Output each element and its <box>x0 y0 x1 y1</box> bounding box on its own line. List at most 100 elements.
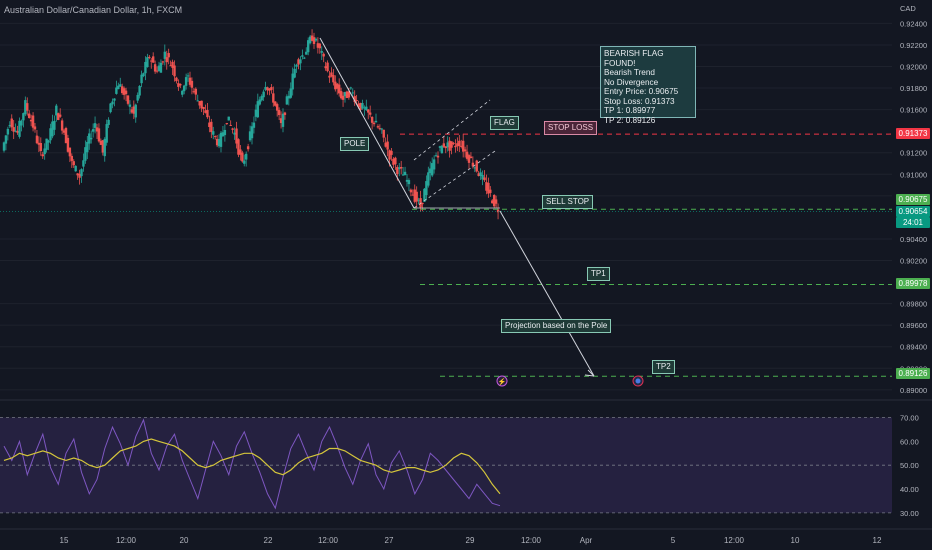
candle-body <box>374 120 378 123</box>
candle-body <box>142 73 145 77</box>
projection-arrowhead <box>584 369 595 377</box>
candle-body <box>275 104 279 111</box>
candle-body <box>60 120 64 131</box>
price-tick-label: 0.91800 <box>900 84 927 93</box>
candle-body <box>353 96 356 103</box>
candle-body <box>268 88 271 91</box>
price-tick-label: 0.91600 <box>900 106 927 115</box>
candle-body <box>475 160 478 172</box>
candle-body <box>26 103 29 111</box>
candle-body <box>200 100 203 109</box>
candle-body <box>107 119 110 125</box>
candle-body <box>10 118 13 128</box>
rsi-tick-label: 30.00 <box>900 509 919 518</box>
candle-body <box>181 90 184 95</box>
candle-body <box>438 146 442 148</box>
candle-body <box>148 56 151 58</box>
candle-body <box>461 140 465 152</box>
candle-body <box>367 109 370 113</box>
candle-body <box>390 150 393 155</box>
flag-lower-line <box>413 150 496 209</box>
candle-body <box>442 143 446 147</box>
candle-body <box>173 65 176 77</box>
candle-body <box>421 202 424 205</box>
bar-countdown-label: 24:01 <box>896 217 930 228</box>
candle-body <box>432 159 436 170</box>
candle-body <box>12 127 15 132</box>
rsi-tick-label: 50.00 <box>900 461 919 470</box>
candle-body <box>97 128 101 142</box>
candle-body <box>295 64 298 67</box>
candle-body <box>88 133 91 144</box>
candle-body <box>355 100 358 102</box>
candle-body <box>157 65 161 71</box>
candle-body <box>365 106 368 111</box>
candle-body <box>78 173 81 178</box>
candle-body <box>463 149 467 152</box>
candle-body <box>113 98 116 101</box>
candle-body <box>229 124 232 126</box>
candle-body <box>130 109 134 113</box>
candle-body <box>413 189 416 202</box>
candle-body <box>473 167 477 169</box>
candle-body <box>57 113 60 120</box>
candle-body <box>456 143 459 147</box>
rsi-tick-label: 40.00 <box>900 485 919 494</box>
time-tick-label: 12:00 <box>724 536 745 545</box>
candle-body <box>47 140 50 143</box>
candle-body <box>314 38 318 41</box>
candle-body <box>76 173 79 176</box>
candle-body <box>198 101 201 106</box>
candle-body <box>405 179 409 182</box>
candle-body <box>246 146 250 150</box>
candle-body <box>93 123 97 128</box>
candle-body <box>252 122 256 128</box>
info-line: Stop Loss: 0.91373 <box>604 96 675 106</box>
candle-body <box>95 127 99 132</box>
candle-body <box>448 140 451 151</box>
entry-price-label: 0.90675 <box>896 194 930 205</box>
candle-body <box>279 118 283 124</box>
candle-body <box>84 147 87 161</box>
candle-body <box>43 148 46 155</box>
candle-body <box>289 88 292 98</box>
candle-body <box>467 155 471 163</box>
candle-body <box>343 92 347 97</box>
candle-body <box>349 87 353 89</box>
candle-body <box>316 43 320 48</box>
candle-body <box>231 128 234 130</box>
symbol-title[interactable]: Australian Dollar/Canadian Dollar, 1h, F… <box>4 5 183 15</box>
candle-body <box>270 87 273 90</box>
stop-loss-price-label: 0.91373 <box>896 128 930 139</box>
price-tick-label: 0.91200 <box>900 149 927 158</box>
candle-body <box>6 128 10 135</box>
candle-body <box>70 155 74 161</box>
candle-body <box>460 145 463 147</box>
candle-body <box>248 131 252 141</box>
candles-group <box>2 29 500 220</box>
candle-body <box>49 128 52 141</box>
candle-body <box>481 174 484 180</box>
candle-body <box>392 158 395 165</box>
time-tick-label: 29 <box>466 536 475 545</box>
candle-body <box>454 145 457 148</box>
pole-label: POLE <box>340 137 370 151</box>
candle-body <box>175 77 178 82</box>
sell-stop-label: SELL STOP <box>542 195 594 209</box>
candle-body <box>109 103 112 113</box>
candle-body <box>179 83 182 86</box>
candle-body <box>291 73 294 90</box>
candle-body <box>465 151 469 159</box>
candle-body <box>320 51 323 53</box>
candle-body <box>312 37 316 44</box>
candle-body <box>91 129 95 132</box>
time-tick-label: 10 <box>791 536 800 545</box>
candle-body <box>155 70 159 72</box>
candle-body <box>72 161 75 166</box>
price-tick-label: 0.90400 <box>900 235 927 244</box>
candle-body <box>18 120 21 137</box>
candle-body <box>293 68 296 78</box>
candle-body <box>479 172 482 177</box>
candle-body <box>153 64 157 72</box>
